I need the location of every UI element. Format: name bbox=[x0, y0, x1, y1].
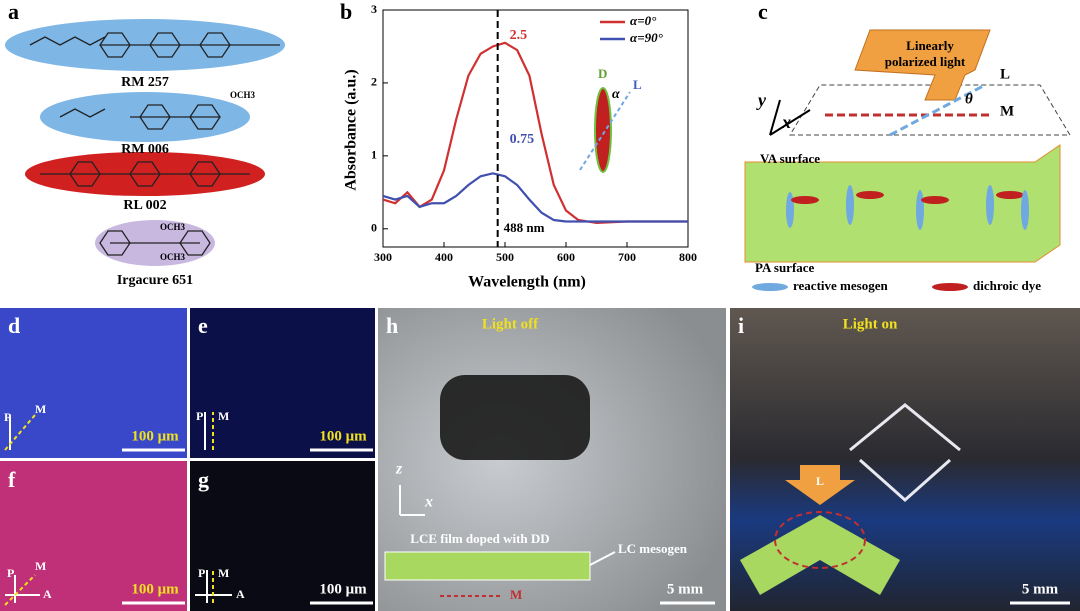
peak-label: 0.75 bbox=[510, 132, 535, 147]
axis-label: M bbox=[35, 559, 46, 573]
inset-label: L bbox=[633, 77, 642, 92]
legend-label: dichroic dye bbox=[973, 278, 1041, 293]
theta-label: θ bbox=[965, 91, 973, 107]
panel-label: a bbox=[8, 0, 19, 24]
axis-label: P bbox=[196, 409, 203, 423]
y-tick-label: 2 bbox=[371, 75, 377, 89]
molecule-name: RM 257 bbox=[121, 75, 169, 90]
light-label: Linearly bbox=[906, 38, 954, 53]
l-label: L bbox=[1000, 66, 1010, 82]
legend-label: α=0° bbox=[630, 13, 657, 28]
panel-label: h bbox=[386, 313, 398, 338]
inset-label: α bbox=[612, 87, 620, 102]
panel-f: f P M A 100 μm bbox=[0, 461, 187, 611]
panel-c: c Linearly polarized light L θ M y x VA … bbox=[744, 0, 1071, 293]
x-label: x bbox=[424, 494, 433, 511]
l-label: L bbox=[816, 474, 824, 488]
m-label: M bbox=[1000, 103, 1014, 119]
film-block bbox=[744, 144, 1061, 263]
panel-a: a OCH3 OCH3 OCH3 RM 257 RM 006 RL 002 Ir… bbox=[5, 0, 285, 288]
light-beam bbox=[854, 29, 991, 101]
group-label: OCH3 bbox=[160, 222, 186, 232]
x-tick-label: 700 bbox=[618, 250, 636, 264]
l-arrow bbox=[889, 83, 986, 137]
panel-label: g bbox=[198, 467, 209, 492]
legend-swatch bbox=[752, 283, 788, 291]
x-axis-title: Wavelength (nm) bbox=[468, 274, 586, 291]
axes bbox=[769, 99, 811, 136]
scale-label: 100 μm bbox=[319, 428, 367, 444]
y-tick-label: 3 bbox=[371, 2, 377, 16]
panel-i: i Light on L 5 mm bbox=[730, 308, 1080, 611]
axis-label: P bbox=[198, 566, 205, 580]
axis-label: P bbox=[7, 566, 14, 580]
molecule-name: RL 002 bbox=[123, 198, 166, 213]
y-label: y bbox=[756, 90, 767, 110]
light-label: polarized light bbox=[885, 54, 966, 69]
panel-label: e bbox=[198, 313, 208, 338]
series-line bbox=[382, 41, 688, 225]
x-label: x bbox=[781, 112, 791, 132]
plane bbox=[789, 84, 1071, 136]
bonds bbox=[29, 36, 280, 244]
x-tick-label: 500 bbox=[496, 250, 514, 264]
y-axis-title: Absorbance (a.u.) bbox=[343, 69, 360, 190]
surface-label: PA surface bbox=[755, 260, 815, 275]
molecule-name: Irgacure 651 bbox=[117, 273, 193, 288]
x-tick-label: 600 bbox=[557, 250, 575, 264]
panel-label: c bbox=[758, 0, 768, 24]
group-label: OCH3 bbox=[160, 252, 186, 262]
x-tick-label: 800 bbox=[679, 250, 697, 264]
group-label: OCH3 bbox=[230, 90, 256, 100]
legend-label: α=90° bbox=[630, 30, 664, 45]
surface-label: VA surface bbox=[760, 151, 820, 166]
plot-frame bbox=[382, 9, 689, 248]
x-tick-label: 400 bbox=[435, 250, 453, 264]
scale-label: 100 μm bbox=[319, 581, 367, 597]
molecule-name: RM 006 bbox=[121, 142, 169, 157]
legend-swatch bbox=[932, 283, 968, 291]
panel-e: e P M 100 μm bbox=[190, 308, 375, 458]
mesogens bbox=[786, 185, 1029, 230]
y-tick-label: 1 bbox=[371, 148, 377, 162]
axis-label: M bbox=[35, 402, 46, 416]
panel-h: h Light off z x LCE film doped with DD L… bbox=[378, 308, 726, 611]
panel-b: b Wavelength (nm) Absorbance (a.u.) 300 4… bbox=[340, 0, 697, 291]
scale-label: 5 mm bbox=[1022, 581, 1059, 597]
axis-label: M bbox=[218, 409, 229, 423]
mesogen-label: LC mesogen bbox=[618, 541, 688, 556]
panel-g: g P M A 100 μm bbox=[190, 461, 375, 611]
inset-arrow bbox=[579, 91, 631, 171]
panel-label: i bbox=[738, 313, 744, 338]
inset-label: D bbox=[598, 66, 607, 81]
panel-label: b bbox=[340, 0, 352, 24]
axis-label: A bbox=[236, 587, 245, 601]
z-label: z bbox=[395, 461, 403, 478]
peak-label: 2.5 bbox=[510, 28, 528, 43]
scale-label: 5 mm bbox=[667, 581, 704, 597]
panel-label: f bbox=[8, 467, 16, 492]
axis-label: P bbox=[4, 410, 11, 424]
panel-title: Light off bbox=[482, 316, 539, 332]
series-line bbox=[382, 172, 688, 223]
legend-label: reactive mesogen bbox=[793, 278, 888, 293]
panel-d: d P M 100 μm bbox=[0, 308, 187, 458]
x-tick-label: 300 bbox=[374, 250, 392, 264]
axis-label: A bbox=[43, 587, 52, 601]
panel-label: d bbox=[8, 313, 20, 338]
axis-label: M bbox=[218, 566, 229, 580]
film-label: LCE film doped with DD bbox=[410, 531, 549, 546]
y-tick-label: 0 bbox=[371, 221, 377, 235]
scale-label: 100 μm bbox=[131, 428, 179, 444]
scale-label: 100 μm bbox=[131, 581, 179, 597]
inset-mesogen bbox=[594, 87, 612, 173]
m-label: M bbox=[510, 587, 522, 602]
panel-title: Light on bbox=[843, 316, 898, 332]
rings bbox=[69, 32, 231, 256]
reference-label: 488 nm bbox=[504, 220, 545, 235]
